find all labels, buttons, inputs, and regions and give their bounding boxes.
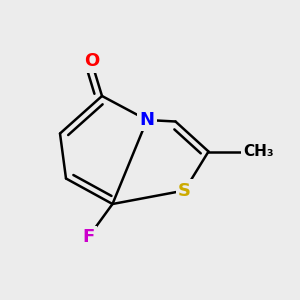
Text: F: F <box>82 228 94 246</box>
Text: S: S <box>178 182 191 200</box>
Text: N: N <box>140 111 154 129</box>
Text: O: O <box>84 52 99 70</box>
Text: CH₃: CH₃ <box>243 144 274 159</box>
